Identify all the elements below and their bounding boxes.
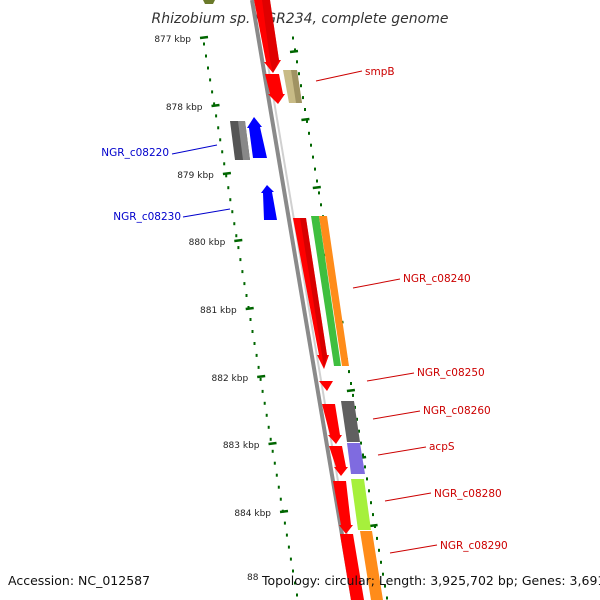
gene-label-NGR_c08230[interactable]: NGR_c08230 [113,211,181,223]
tick-label: 882 kbp [212,374,249,384]
tick-label-partial: 88 [247,573,259,583]
feature-acpS[interactable] [347,443,365,474]
feature-green-strip[interactable] [311,216,341,366]
tick-label: 884 kbp [234,509,271,519]
tick-mark [199,35,209,40]
gene-label-NGR_c08260[interactable]: NGR_c08260 [423,405,491,417]
feature-gray-left-shade [238,121,250,160]
feature-cds-upstream-shade [262,0,279,73]
tick-label: 879 kbp [177,171,214,181]
gene-label-acpS[interactable]: acpS [429,441,455,453]
tick-mark [346,388,356,393]
feature-NGR_c08250[interactable] [319,381,333,391]
tick-label: 877 kbp [154,35,191,45]
tick-mark [301,117,310,122]
tick-mark [245,306,254,311]
tick-label: 880 kbp [189,238,226,248]
gene-label-NGR_c08280[interactable]: NGR_c08280 [434,488,502,500]
tick-label: 883 kbp [223,441,260,451]
tick-mark [234,238,243,243]
feature-NGR_c08240-shade [300,218,327,369]
features [203,0,383,600]
tick-mark [312,185,321,190]
feature-NGR_c08290[interactable] [340,534,364,600]
tick-label: 881 kbp [200,306,237,316]
gene-label-NGR_c08240[interactable]: NGR_c08240 [403,273,471,285]
gene-label-NGR_c08250[interactable]: NGR_c08250 [417,367,485,379]
feature-NGR_c08280[interactable] [333,481,353,534]
gene-label-NGR_c08220[interactable]: NGR_c08220 [101,147,169,159]
tick-mark [268,441,277,446]
feature-NGR_c08230[interactable] [261,185,277,220]
genome-stats-text: Topology: circular; Length: 3,925,702 bp… [262,573,600,588]
map-title: Rhizobium sp. NGR234, complete genome [152,11,449,27]
feature-lime-strip[interactable] [351,479,371,530]
feature-top-olive[interactable] [203,0,215,4]
feature-cds-red-2[interactable] [265,74,285,104]
feature-NGR_c08260-gray[interactable] [341,401,360,442]
gene-label-NGR_c08290[interactable]: NGR_c08290 [440,540,508,552]
tick-mark [222,171,232,176]
tick-mark [369,523,378,528]
feature-NGR_c08260[interactable] [322,404,342,444]
feature-orange-lower[interactable] [360,531,383,600]
feature-acps-red[interactable] [329,446,348,476]
tick-mark [289,49,299,54]
tick-mark [211,103,220,108]
label-leaders [171,70,438,554]
tick-mark [279,509,289,514]
gene-label-smpB[interactable]: smpB [365,66,395,78]
feature-smpB-shade [291,70,302,103]
tick-ruler-left [203,42,298,597]
tick-mark [257,374,266,379]
accession-text: Accession: NC_012587 [8,573,151,588]
feature-orange-strip[interactable] [319,216,349,366]
feature-NGR_c08220[interactable] [247,117,267,158]
tick-label: 878 kbp [166,103,203,113]
